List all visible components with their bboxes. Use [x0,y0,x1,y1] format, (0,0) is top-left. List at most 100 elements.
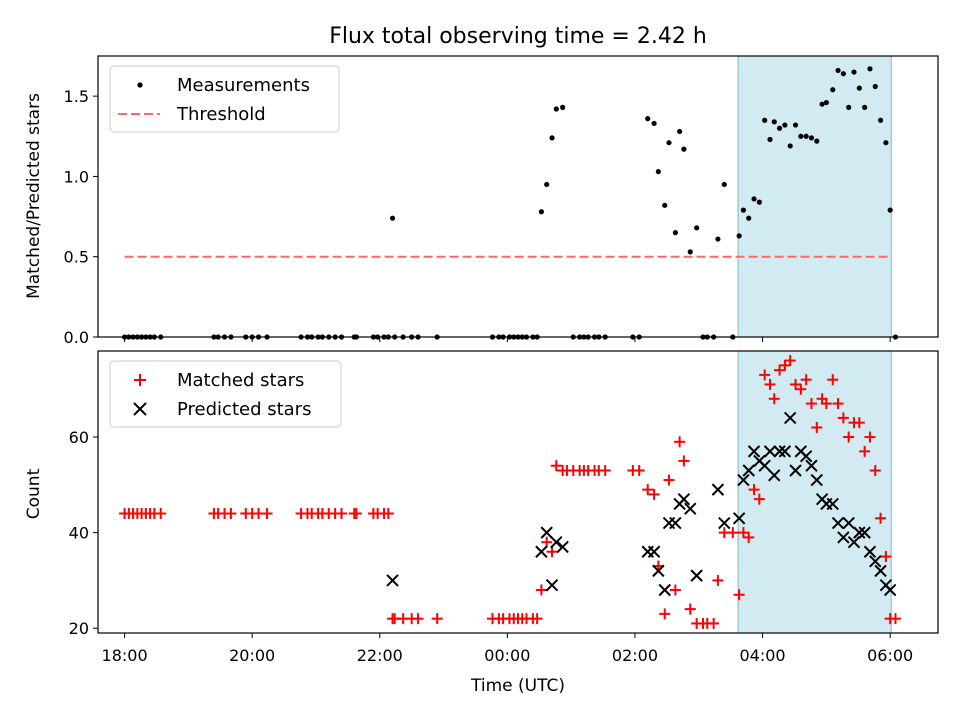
measurement-point [877,117,884,123]
predicted-star-point [863,545,877,558]
measurement-point [681,146,687,152]
predicted-star-point [550,535,563,549]
matched-star-point [669,584,681,596]
x-tick-label: 06:00 [867,646,913,665]
predicted-star-point [545,578,559,592]
predicted-star-point [837,531,850,544]
legend-matched-label: Matched stars [177,370,304,391]
matched-star-point [811,421,823,433]
matched-star-point [550,460,562,472]
predicted-star-point [869,555,882,568]
predicted-star-point [669,516,682,530]
matched-star-point [779,359,791,371]
predicted-star-point [810,473,823,487]
predicted-star-point [842,516,855,530]
bottom-y-tick-label: 60 [69,428,89,447]
measurement-point [736,233,742,239]
measurement-point [756,199,762,205]
predicted-star-point [763,445,777,458]
measurement-point [672,230,678,236]
measurement-point [560,104,566,110]
x-tick-label: 02:00 [612,646,658,665]
legend-predicted-marker [133,402,147,416]
matched-star-point [827,374,839,386]
predicted-star-point [684,502,697,515]
measurement-point [819,101,825,107]
matched-star-point [864,431,876,443]
matched-star-point [663,474,675,486]
predicted-star-point [556,540,569,554]
predicted-star-point [847,535,861,549]
bottom-y-axis-label: Count [24,468,44,519]
matched-star-point [768,393,780,405]
matched-star-point [678,455,690,467]
matched-star-point [642,484,654,496]
matched-star-point [335,508,347,520]
bottom-y-ticks: 20 40 60 [69,428,98,638]
top-y-ticks: 0.0 0.5 1.0 1.5 [64,87,98,347]
measurement-point [666,140,672,146]
matched-star-point [889,613,901,625]
predicted-star-point [858,526,871,539]
matched-star-point [805,398,817,410]
legend-measurements-label: Measurements [177,75,310,96]
bottom-legend: Matched stars Predicted stars [109,360,342,428]
x-tick-label: 18:00 [102,646,148,665]
predicted-star-point [874,564,887,578]
matched-star-point [737,527,749,539]
predicted-star-point [742,464,755,477]
matched-star-point [837,412,849,424]
measurement-point [792,122,799,128]
top-y-tick-label: 1.5 [64,87,89,106]
x-tick-label: 22:00 [357,646,403,665]
predicted-star-point [732,512,746,525]
measurement-point [549,135,555,141]
top-observing-window [737,55,892,338]
measurement-point [677,128,683,135]
matched-star-point [753,493,765,505]
matched-star-point [875,512,887,524]
measurement-point [715,236,721,242]
predicted-star-point [783,411,797,425]
bottom-legend-box [109,360,342,428]
matched-star-point [832,398,844,410]
measurement-point [808,135,815,141]
matched-star-point [541,536,553,548]
matched-star-point [382,508,394,520]
matched-star-point [155,508,167,520]
predicted-star-point [826,497,839,511]
matched-star-point [261,508,273,520]
measurement-point [851,69,857,75]
measurement-point [814,138,820,144]
matched-star-point [412,613,424,625]
matched-star-point [743,531,755,543]
measurement-point [721,181,727,188]
matched-star-point [531,613,543,625]
predicted-star-point [778,445,792,458]
matched-star-point [748,484,760,496]
matched-star-point [350,508,362,520]
bottom-data-marks [119,355,901,629]
predicted-star-point [758,459,771,472]
measurement-point [823,99,829,106]
measurement-point [830,87,836,93]
legend-measurements-marker [137,82,143,88]
measurement-point [782,122,788,128]
measurement-point [751,196,757,202]
matched-star-point [764,378,776,390]
measurement-point [655,169,661,175]
top-y-tick-label: 0.0 [64,328,89,347]
measurement-point [544,181,550,188]
measurement-point [867,66,873,72]
matched-star-point [859,445,871,457]
predicted-star-point [658,583,671,597]
matched-star-point [880,551,892,563]
chart-title: Flux total observing time = 2.42 h [329,24,707,49]
top-axes: 0.0 0.5 1.0 1.5 Matched/Predicted stars Mea… [24,55,939,347]
legend-threshold-label: Threshold [176,104,266,125]
measurement-point [645,116,651,122]
predicted-star-point [711,483,725,496]
matched-star-point [869,464,881,476]
matched-star-point [727,527,739,539]
